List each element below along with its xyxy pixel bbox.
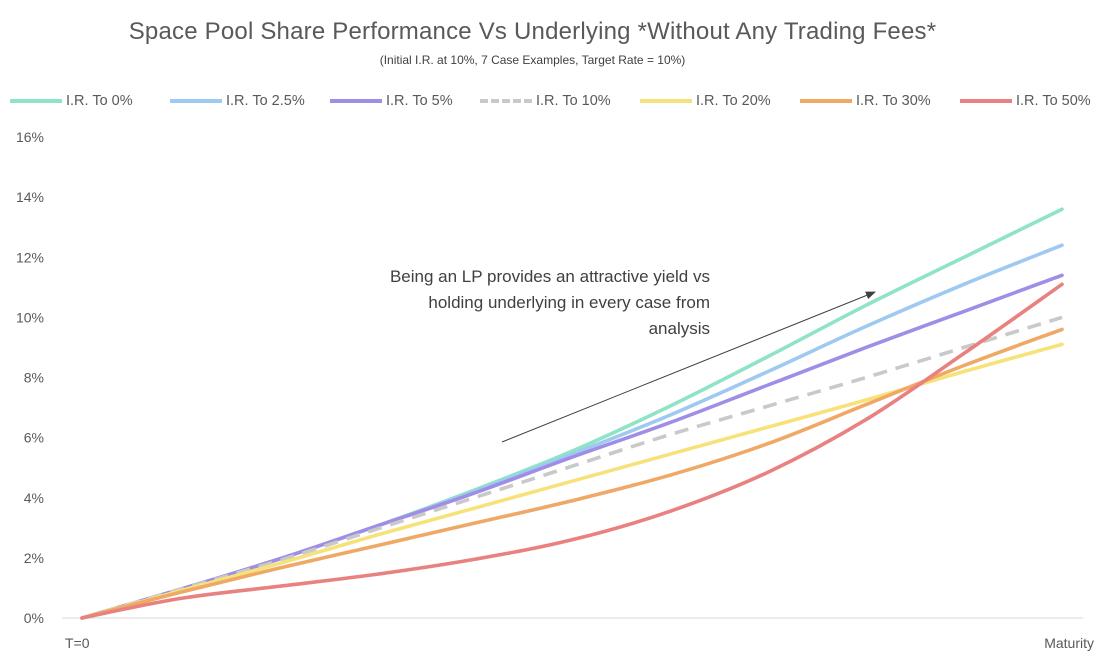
y-tick-label: 2% bbox=[24, 550, 44, 566]
legend-swatch bbox=[800, 99, 852, 103]
legend-item: I.R. To 30% bbox=[800, 90, 931, 112]
annotation-line-1: Being an LP provides an attractive yield… bbox=[389, 267, 710, 286]
y-tick-label: 0% bbox=[24, 610, 44, 626]
chart-subtitle: (Initial I.R. at 10%, 7 Case Examples, T… bbox=[379, 53, 686, 67]
legend-item: I.R. To 5% bbox=[330, 90, 453, 112]
chart-legend: I.R. To 0% I.R. To 2.5% I.R. To 5% I.R. To … bbox=[10, 90, 1110, 112]
series-line bbox=[80, 282, 1064, 620]
legend-item: I.R. To 2.5% bbox=[170, 90, 305, 112]
legend-swatch bbox=[640, 99, 692, 103]
legend-swatch bbox=[10, 99, 62, 103]
series-line bbox=[80, 327, 1064, 620]
legend-label: I.R. To 0% bbox=[66, 93, 133, 109]
legend-swatch bbox=[170, 99, 222, 103]
legend-swatch bbox=[960, 99, 1012, 103]
annotation-arrow bbox=[501, 291, 876, 443]
legend-item: I.R. To 0% bbox=[10, 90, 133, 112]
y-tick-label: 10% bbox=[16, 309, 44, 325]
x-tick-label: T=0 bbox=[65, 635, 90, 651]
y-tick-label: 12% bbox=[16, 249, 44, 265]
y-tick-label: 4% bbox=[24, 490, 44, 506]
annotation-line-3: analysis bbox=[648, 319, 710, 338]
legend-label: I.R. To 20% bbox=[696, 93, 771, 109]
y-tick-label: 14% bbox=[16, 189, 44, 205]
chart-annotation: Being an LP provides an attractive yield… bbox=[300, 264, 710, 342]
legend-label: I.R. To 10% bbox=[536, 93, 611, 109]
x-tick-label: Maturity bbox=[1044, 635, 1094, 651]
series-line bbox=[81, 315, 1063, 620]
legend-item: I.R. To 20% bbox=[640, 90, 771, 112]
legend-label: I.R. To 5% bbox=[386, 93, 453, 109]
y-tick-label: 6% bbox=[24, 430, 44, 446]
legend-label: I.R. To 2.5% bbox=[226, 93, 305, 109]
y-tick-label: 16% bbox=[16, 129, 44, 145]
legend-item: I.R. To 50% bbox=[960, 90, 1091, 112]
legend-item: I.R. To 10% bbox=[480, 90, 611, 112]
legend-swatch bbox=[480, 99, 532, 103]
legend-swatch bbox=[330, 99, 382, 103]
chart-title: Space Pool Share Performance Vs Underlyi… bbox=[128, 18, 937, 45]
annotation-line-2: holding underlying in every case from bbox=[428, 293, 710, 312]
y-tick-label: 8% bbox=[24, 370, 44, 386]
legend-label: I.R. To 30% bbox=[856, 93, 931, 109]
legend-label: I.R. To 50% bbox=[1016, 93, 1091, 109]
